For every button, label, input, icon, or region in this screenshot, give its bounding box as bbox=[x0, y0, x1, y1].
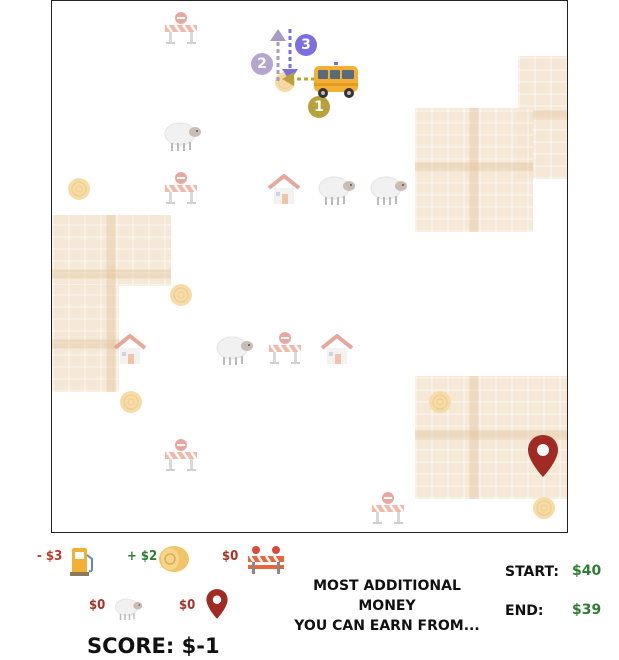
hay-field-right bbox=[415, 108, 533, 232]
start-label: START: bbox=[505, 564, 559, 580]
step-3-badge: 3 bbox=[295, 34, 317, 56]
hay-bale-icon bbox=[159, 546, 189, 572]
question-line-2: YOU CAN EARN FROM... bbox=[294, 618, 480, 634]
hay-bale-icon bbox=[428, 390, 452, 414]
roadblock-icon bbox=[248, 546, 284, 574]
hay-field-left bbox=[52, 215, 171, 286]
fuel-pump-icon bbox=[70, 548, 93, 576]
step-2-badge: 2 bbox=[251, 53, 273, 75]
van-icon bbox=[314, 62, 358, 98]
end-value: $39 bbox=[572, 602, 602, 618]
hay-bale-icon bbox=[67, 177, 91, 201]
step-1-badge: 1 bbox=[308, 96, 330, 118]
house-icon bbox=[319, 332, 355, 366]
roadblock-icon bbox=[163, 438, 199, 472]
step-3-label: 3 bbox=[301, 37, 311, 53]
hay-bale-icon bbox=[119, 390, 143, 414]
hay-bale-icon bbox=[532, 496, 556, 520]
sheep-icon bbox=[368, 172, 408, 206]
end-label: END: bbox=[505, 603, 544, 619]
question-text: MOST ADDITIONAL MONEY YOU CAN EARN FROM.… bbox=[284, 576, 490, 636]
game-board: 2 3 1 bbox=[51, 0, 568, 533]
roadblock-icon bbox=[267, 331, 303, 365]
roadblock-icon bbox=[370, 491, 406, 525]
sheep-icon bbox=[214, 332, 254, 366]
house-icon bbox=[112, 332, 148, 366]
hay-bale-icon bbox=[169, 283, 193, 307]
sheep-icon bbox=[113, 595, 143, 621]
roadblock-value: $0 bbox=[222, 549, 239, 564]
path-arrows bbox=[270, 29, 322, 86]
sheep-icon bbox=[316, 172, 356, 206]
question-line-1: MOST ADDITIONAL MONEY bbox=[313, 578, 461, 614]
destination-value: $0 bbox=[179, 598, 196, 613]
roadblock-icon bbox=[163, 171, 199, 205]
score-text: SCORE: $-1 bbox=[87, 634, 220, 658]
hay-field-left-lower bbox=[52, 285, 119, 392]
map-pin-icon bbox=[528, 435, 558, 477]
step-1-label: 1 bbox=[314, 99, 324, 115]
map-pin-icon bbox=[206, 589, 228, 619]
fuel-cost-value: - $3 bbox=[37, 549, 63, 564]
sheep-value: $0 bbox=[89, 598, 106, 613]
start-value: $40 bbox=[572, 563, 602, 579]
hay-reward-value: + $2 bbox=[127, 549, 158, 564]
roadblock-icon bbox=[163, 11, 199, 45]
step-2-label: 2 bbox=[257, 56, 267, 72]
sheep-icon bbox=[162, 118, 202, 152]
house-icon bbox=[266, 172, 302, 206]
